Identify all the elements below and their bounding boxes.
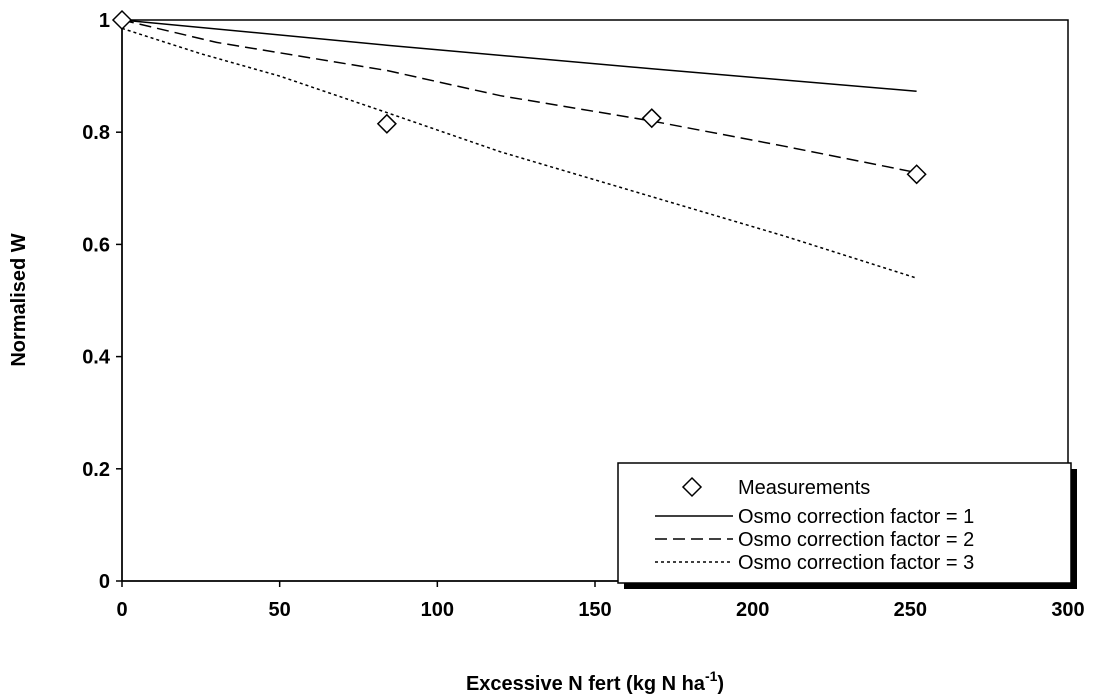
measurement-point	[906, 164, 927, 185]
x-tick-label: 100	[421, 599, 454, 621]
series	[111, 9, 927, 279]
legend-label-factor-3: Osmo correction factor = 3	[738, 552, 974, 574]
x-axis-title-main: Excessive N fert (kg N ha	[466, 673, 706, 695]
measurement-point	[376, 113, 397, 134]
series-line-osmo-correction-factor-3	[121, 27, 917, 279]
legend-label-factor-2: Osmo correction factor = 2	[738, 529, 974, 551]
y-tick-label: 0.2	[82, 459, 110, 481]
legend: Measurements Osmo correction factor = 1 …	[617, 462, 1077, 589]
measurement-point	[111, 9, 133, 31]
x-tick-label: 50	[269, 599, 291, 621]
y-ticks: 0 0.2 0.4 0.6 0.8 1	[82, 10, 122, 593]
x-tick-label: 150	[578, 599, 611, 621]
x-tick-label: 250	[894, 599, 927, 621]
x-tick-label: 0	[116, 599, 127, 621]
y-tick-label: 0.6	[82, 234, 110, 256]
x-axis-title: Excessive N fert (kg N ha-1)	[466, 668, 724, 695]
x-tick-label: 200	[736, 599, 769, 621]
y-axis-title: Normalised W	[8, 233, 30, 366]
y-tick-label: 0	[99, 571, 110, 593]
series-line-osmo-correction-factor-2	[121, 19, 917, 174]
legend-label-measurements: Measurements	[738, 477, 870, 499]
y-tick-label: 1	[99, 10, 110, 32]
y-tick-label: 0.4	[82, 347, 111, 369]
x-ticks: 0 50 100 150 200 250 300	[116, 581, 1085, 621]
y-tick-label: 0.8	[82, 122, 110, 144]
legend-label-factor-1: Osmo correction factor = 1	[738, 506, 974, 528]
legend-marker-measurements	[681, 476, 703, 498]
x-axis-title-suffix: )	[717, 673, 724, 695]
x-tick-label: 300	[1051, 599, 1084, 621]
measurement-point	[641, 108, 662, 129]
series-line-osmo-correction-factor-1	[121, 19, 917, 92]
x-axis-title-superscript: -1	[705, 668, 718, 684]
